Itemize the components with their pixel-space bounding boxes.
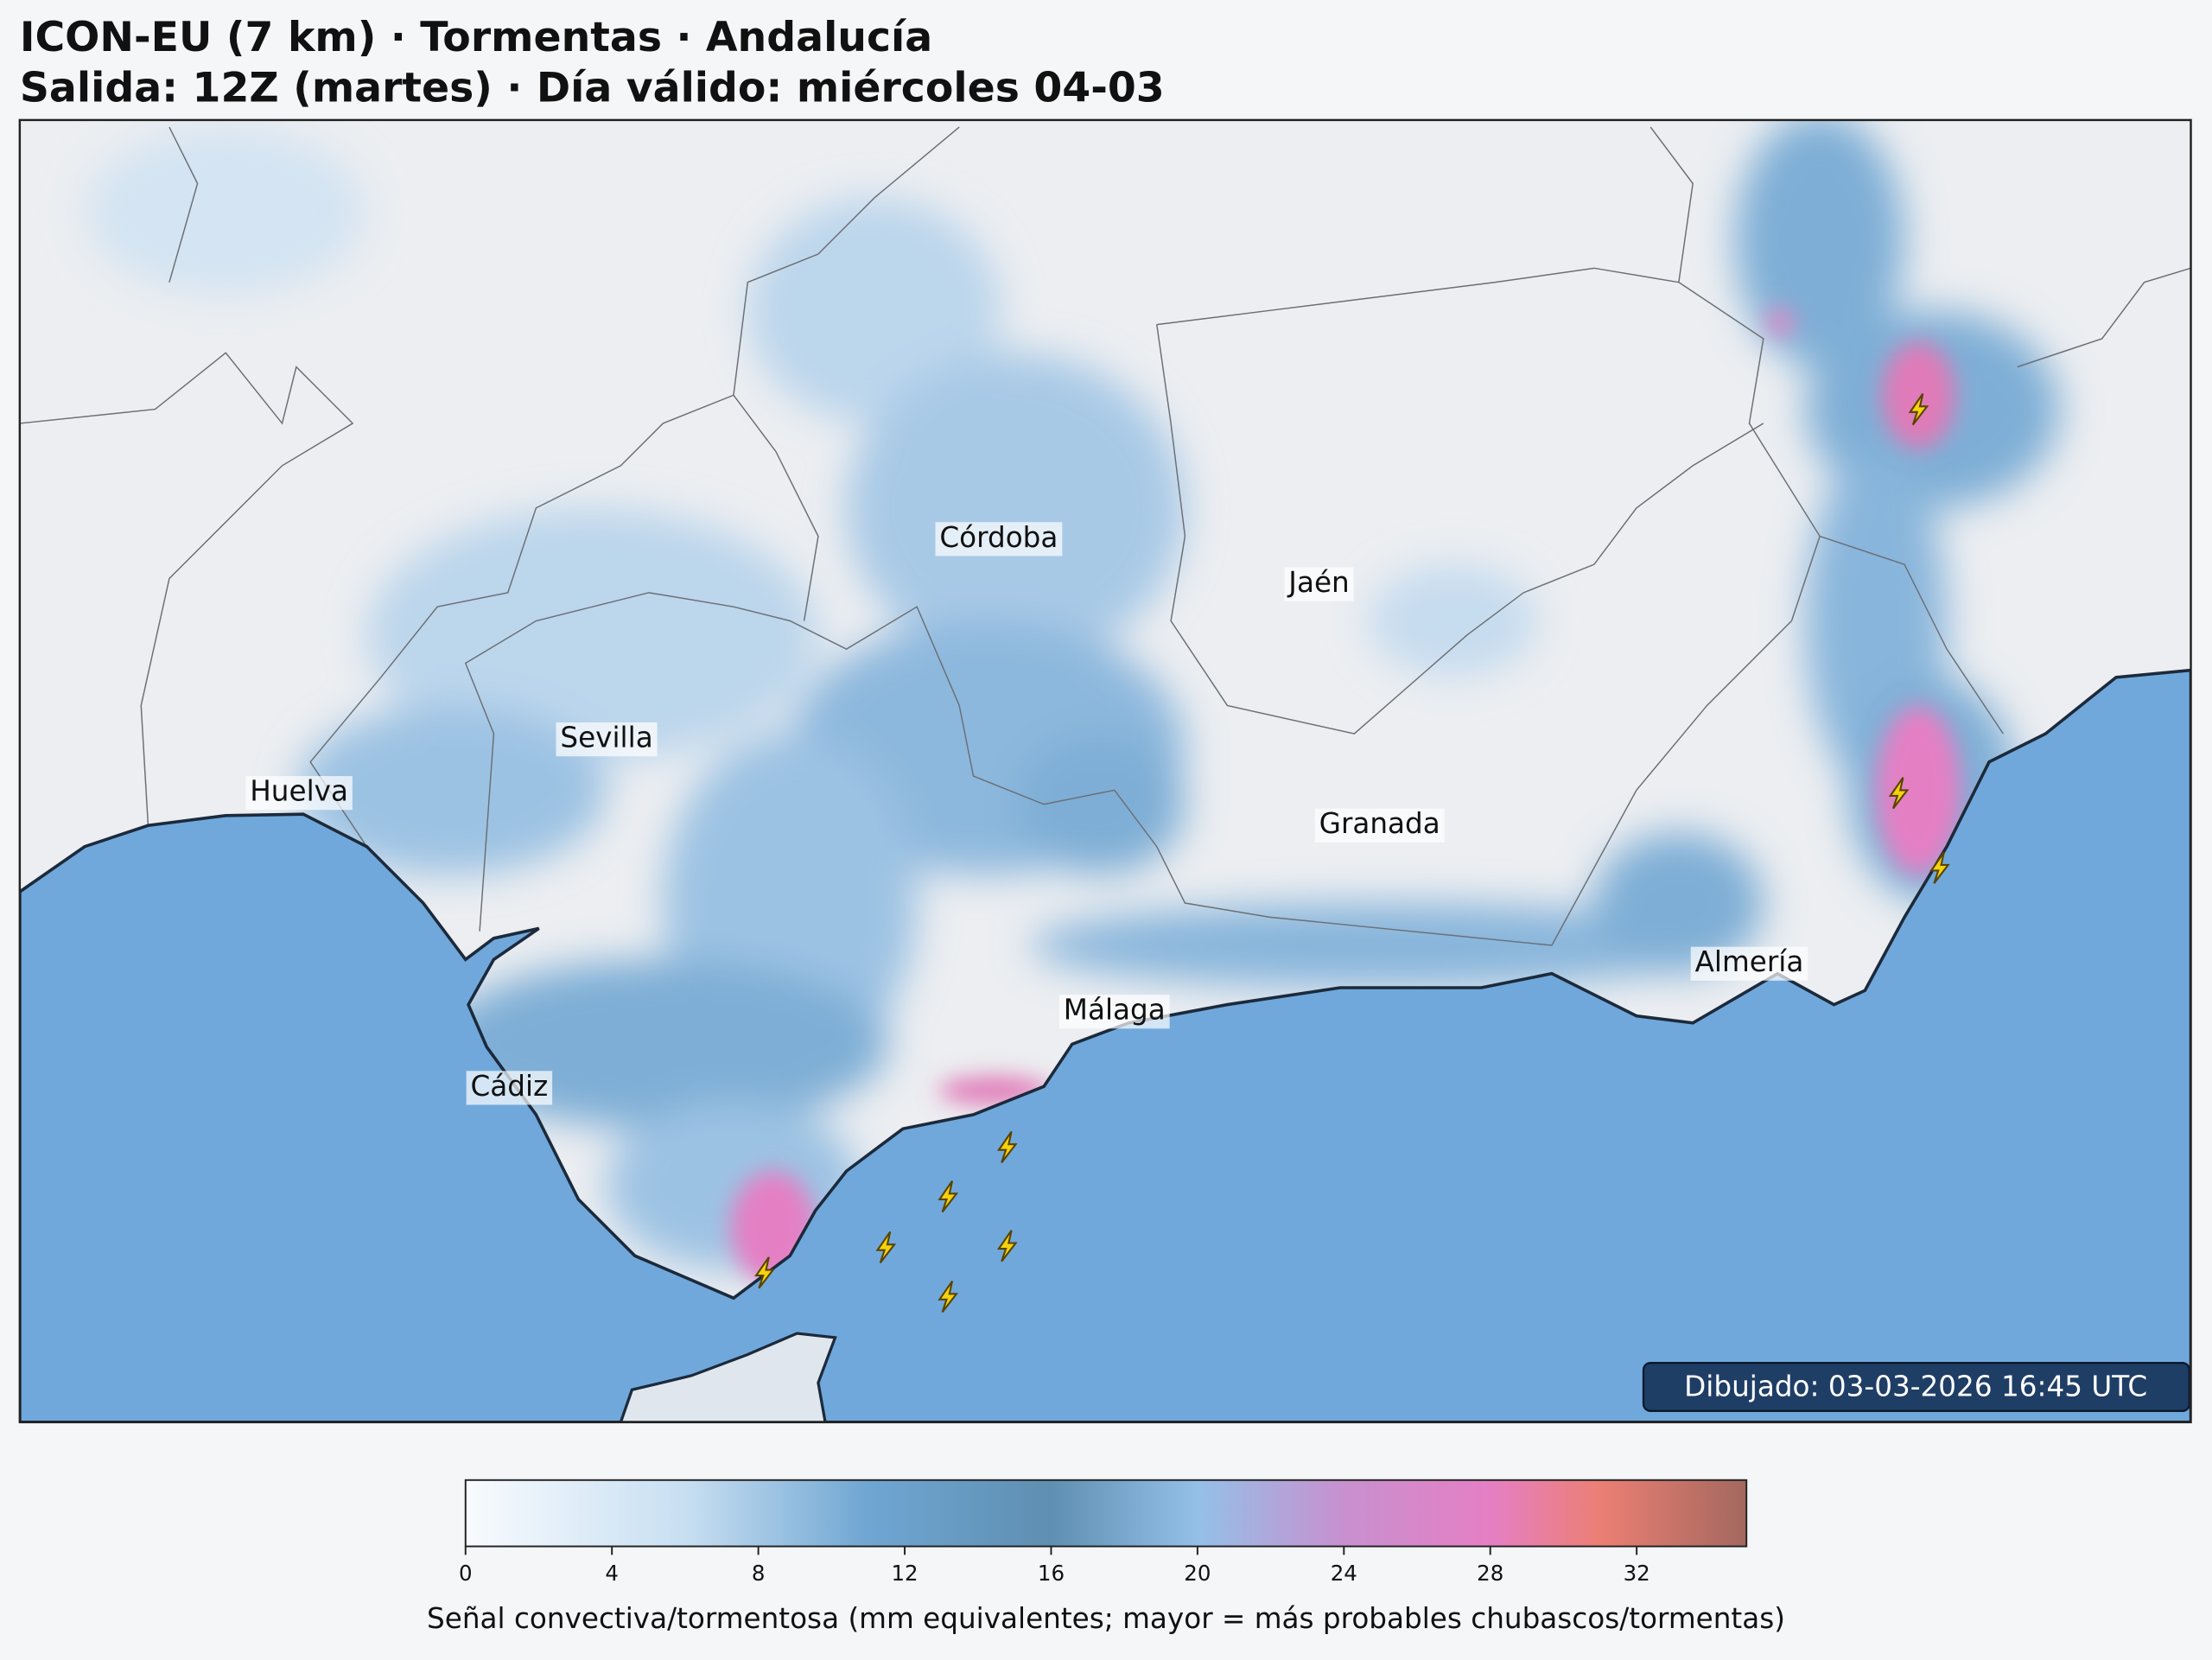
colorbar-tick-label: 8	[752, 1561, 766, 1586]
colorbar-ramp	[464, 1479, 1748, 1548]
timestamp: Dibujado: 03-03-2026 16:45 UTC	[1684, 1371, 2147, 1403]
colorbar-tick-label: 20	[1184, 1561, 1211, 1586]
city-label: Almería	[1695, 945, 1804, 978]
colorbar-tick-label: 0	[459, 1561, 473, 1586]
colorbar-label: Señal convectiva/tormentosa (mm equivale…	[427, 1602, 1785, 1635]
title-line: ICON-EU (7 km) · Tormentas · Andalucía	[20, 14, 932, 61]
city-label: Huelva	[250, 775, 348, 808]
colorbar-tick-label: 32	[1624, 1561, 1650, 1586]
sea	[19, 668, 2191, 1422]
city-label: Sevilla	[560, 722, 652, 754]
boundaries	[19, 126, 2191, 946]
map: Córdoba Jaén Sevilla Huelva Granada Almería Má…	[19, 119, 2191, 1422]
colorbar: 0 4 8 12 16 20 24 28 32	[459, 1479, 1748, 1586]
map-frame	[18, 118, 2192, 1424]
city-label: Granada	[1319, 807, 1440, 840]
africa-coast	[619, 1332, 837, 1422]
city-label: Cádiz	[471, 1070, 549, 1103]
title-line: Salida: 12Z (martes) · Día válido: miérc…	[20, 65, 1165, 112]
colorbar-tick-label: 12	[891, 1561, 918, 1586]
colorbar-tick-label: 28	[1477, 1561, 1503, 1586]
city-label-bg	[935, 522, 1063, 557]
precip-field	[84, 119, 2060, 1270]
city-label: Córdoba	[939, 521, 1058, 554]
city-label-bg	[556, 722, 658, 757]
colorbar-tick-label: 24	[1331, 1561, 1357, 1586]
city-label-bg	[1314, 808, 1445, 843]
colorbar-tick-label: 16	[1038, 1561, 1065, 1586]
city-label-bg	[1690, 946, 1808, 981]
city-label-bg	[1058, 995, 1170, 1029]
city-label: Jaén	[1287, 566, 1349, 599]
city-labels: Córdoba Jaén Sevilla Huelva Granada Almería Má…	[245, 521, 1808, 1105]
city-label-bg	[466, 1071, 553, 1105]
colorbar-tick-label: 4	[605, 1561, 619, 1586]
city-label-bg	[245, 776, 353, 811]
city-label-bg	[1284, 567, 1354, 601]
timestamp-box	[1642, 1362, 2191, 1413]
city-label: Málaga	[1064, 994, 1166, 1027]
